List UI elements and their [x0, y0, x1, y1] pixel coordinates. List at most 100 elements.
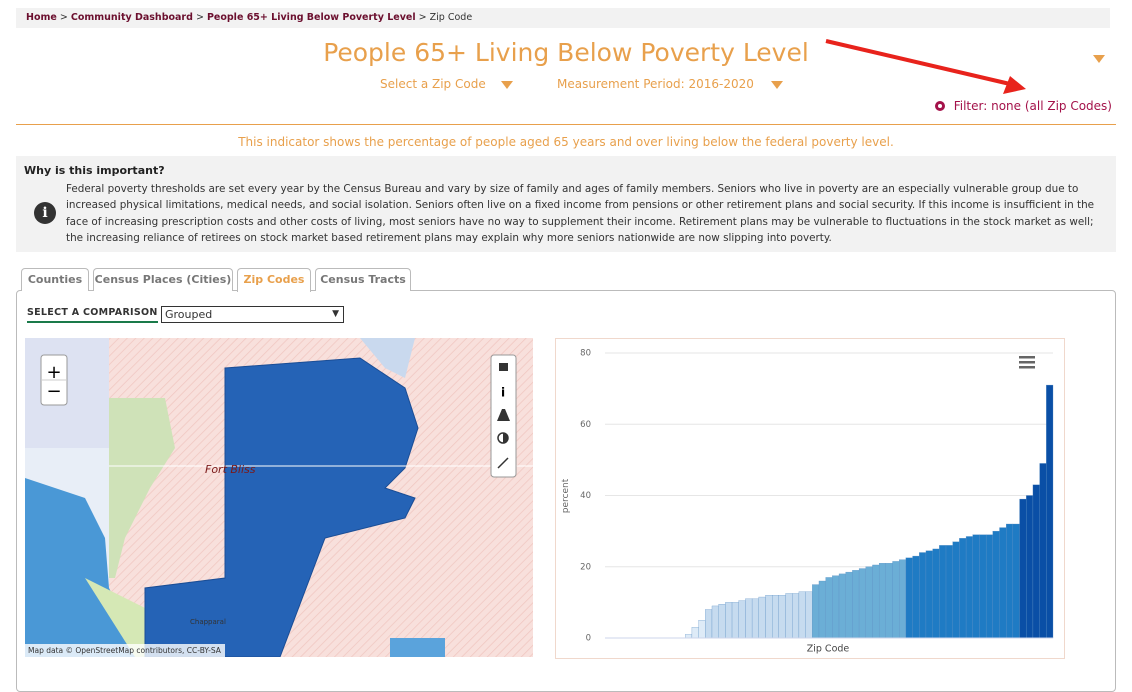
bar	[872, 564, 880, 639]
zoom-in[interactable]: +	[46, 362, 61, 383]
menu-icon[interactable]	[1019, 356, 1035, 369]
contrast-half	[503, 433, 508, 443]
bar	[985, 534, 993, 639]
breadcrumb-link[interactable]: Community Dashboard	[70, 12, 193, 23]
bar	[792, 593, 800, 639]
bar	[832, 575, 840, 639]
dropdown-arrow[interactable]	[501, 81, 513, 89]
bar	[845, 571, 853, 639]
bar	[905, 557, 913, 639]
bar	[685, 634, 693, 639]
bar	[778, 595, 786, 639]
breadcrumb-link[interactable]: People 65+ Living Below Poverty Level	[206, 12, 416, 23]
title-dropdown[interactable]	[1093, 55, 1105, 63]
dropdown-arrow[interactable]	[771, 81, 783, 89]
info-icon: i	[34, 202, 56, 224]
y-tick-label: 80	[580, 349, 591, 359]
arrow-shaft	[825, 39, 1011, 86]
tool-fullscreen[interactable]	[497, 457, 509, 469]
tab-active[interactable]: Zip Codes	[237, 268, 311, 292]
comparison-label: SELECT A COMPARISON	[27, 307, 158, 323]
bar	[925, 550, 933, 639]
comparison-select[interactable]: Grouped ▼	[161, 306, 344, 323]
map-label: Fort Bliss	[205, 463, 256, 476]
y-tick-label: 0	[586, 634, 591, 644]
bar	[1026, 495, 1034, 639]
bar	[912, 555, 920, 639]
bar	[818, 580, 826, 639]
filter-link[interactable]: Filter: none (all Zip Codes)	[953, 99, 1112, 113]
bar	[992, 530, 1000, 639]
breadcrumb-current: Zip Code	[429, 12, 473, 23]
y-tick-label: 20	[580, 562, 591, 572]
bar	[979, 534, 987, 639]
select-value: Grouped	[165, 308, 213, 321]
menu-line	[1019, 361, 1035, 364]
region	[109, 398, 175, 578]
select-caret: ▼	[332, 309, 339, 319]
bar	[838, 573, 846, 639]
bar	[919, 552, 927, 639]
bar	[785, 593, 793, 639]
page-title: People 65+ Living Below Poverty Level	[323, 38, 809, 67]
breadcrumb-link[interactable]: Home	[26, 12, 57, 23]
attribution-bg	[25, 644, 225, 657]
bar	[805, 591, 813, 639]
arrow-head	[1003, 76, 1026, 94]
bar	[825, 577, 833, 639]
tab[interactable]: Counties	[21, 268, 89, 291]
bar	[711, 605, 719, 639]
chart: percent Zip Code 0 20 40 60 80	[561, 349, 1054, 655]
gear-hole	[938, 104, 942, 108]
bar	[965, 536, 973, 639]
why-text: Federal poverty thresholds are set every…	[66, 183, 1095, 244]
bar	[878, 563, 886, 639]
bar	[1046, 384, 1054, 639]
tool-roads[interactable]	[497, 409, 510, 421]
bar	[999, 527, 1007, 639]
annotation-arrow	[825, 39, 1026, 111]
bar	[718, 604, 726, 639]
why-heading: Why is this important?	[24, 164, 165, 177]
description: This indicator shows the percentage of p…	[238, 135, 894, 149]
bar	[1039, 463, 1047, 639]
bar	[865, 566, 873, 639]
x-axis-label: Zip Code	[807, 644, 850, 655]
location-select[interactable]: Select a Zip Code	[380, 77, 486, 91]
bar	[899, 559, 907, 639]
bar	[705, 609, 713, 639]
y-tick-label: 60	[580, 420, 591, 430]
bar	[858, 568, 866, 639]
breadcrumb: Home > Community Dashboard > People 65+ …	[16, 8, 1110, 28]
bar	[772, 595, 780, 639]
bar	[939, 545, 947, 639]
menu-line	[1019, 356, 1035, 359]
map[interactable]: Fort Bliss Chapparal + − i Map data © Op…	[25, 338, 533, 657]
bar	[745, 598, 753, 639]
chart-container: percent Zip Code 0 20 40 60 80	[555, 338, 1065, 659]
breadcrumb-sep: >	[195, 12, 204, 23]
breadcrumb-sep: >	[418, 12, 427, 23]
bar	[798, 591, 806, 639]
bar	[698, 620, 706, 639]
tool-download[interactable]	[499, 363, 508, 371]
divider	[16, 124, 1116, 125]
bar	[932, 548, 940, 639]
bar	[959, 538, 967, 639]
bar	[952, 541, 960, 639]
y-tick-label: 40	[580, 491, 591, 501]
tab[interactable]: Census Tracts	[315, 268, 411, 291]
tab[interactable]: Census Places (Cities)	[93, 268, 233, 291]
bar	[725, 602, 733, 639]
bar	[691, 627, 699, 639]
region	[390, 638, 445, 657]
bar	[852, 570, 860, 639]
map-label: Chapparal	[190, 618, 226, 626]
bar	[892, 561, 900, 639]
period-select[interactable]: Measurement Period: 2016-2020	[557, 77, 754, 91]
tool-info[interactable]: i	[501, 386, 505, 400]
region	[360, 338, 415, 378]
bar	[1006, 523, 1014, 639]
bar	[1019, 498, 1027, 639]
zoom-out[interactable]: −	[46, 381, 61, 402]
